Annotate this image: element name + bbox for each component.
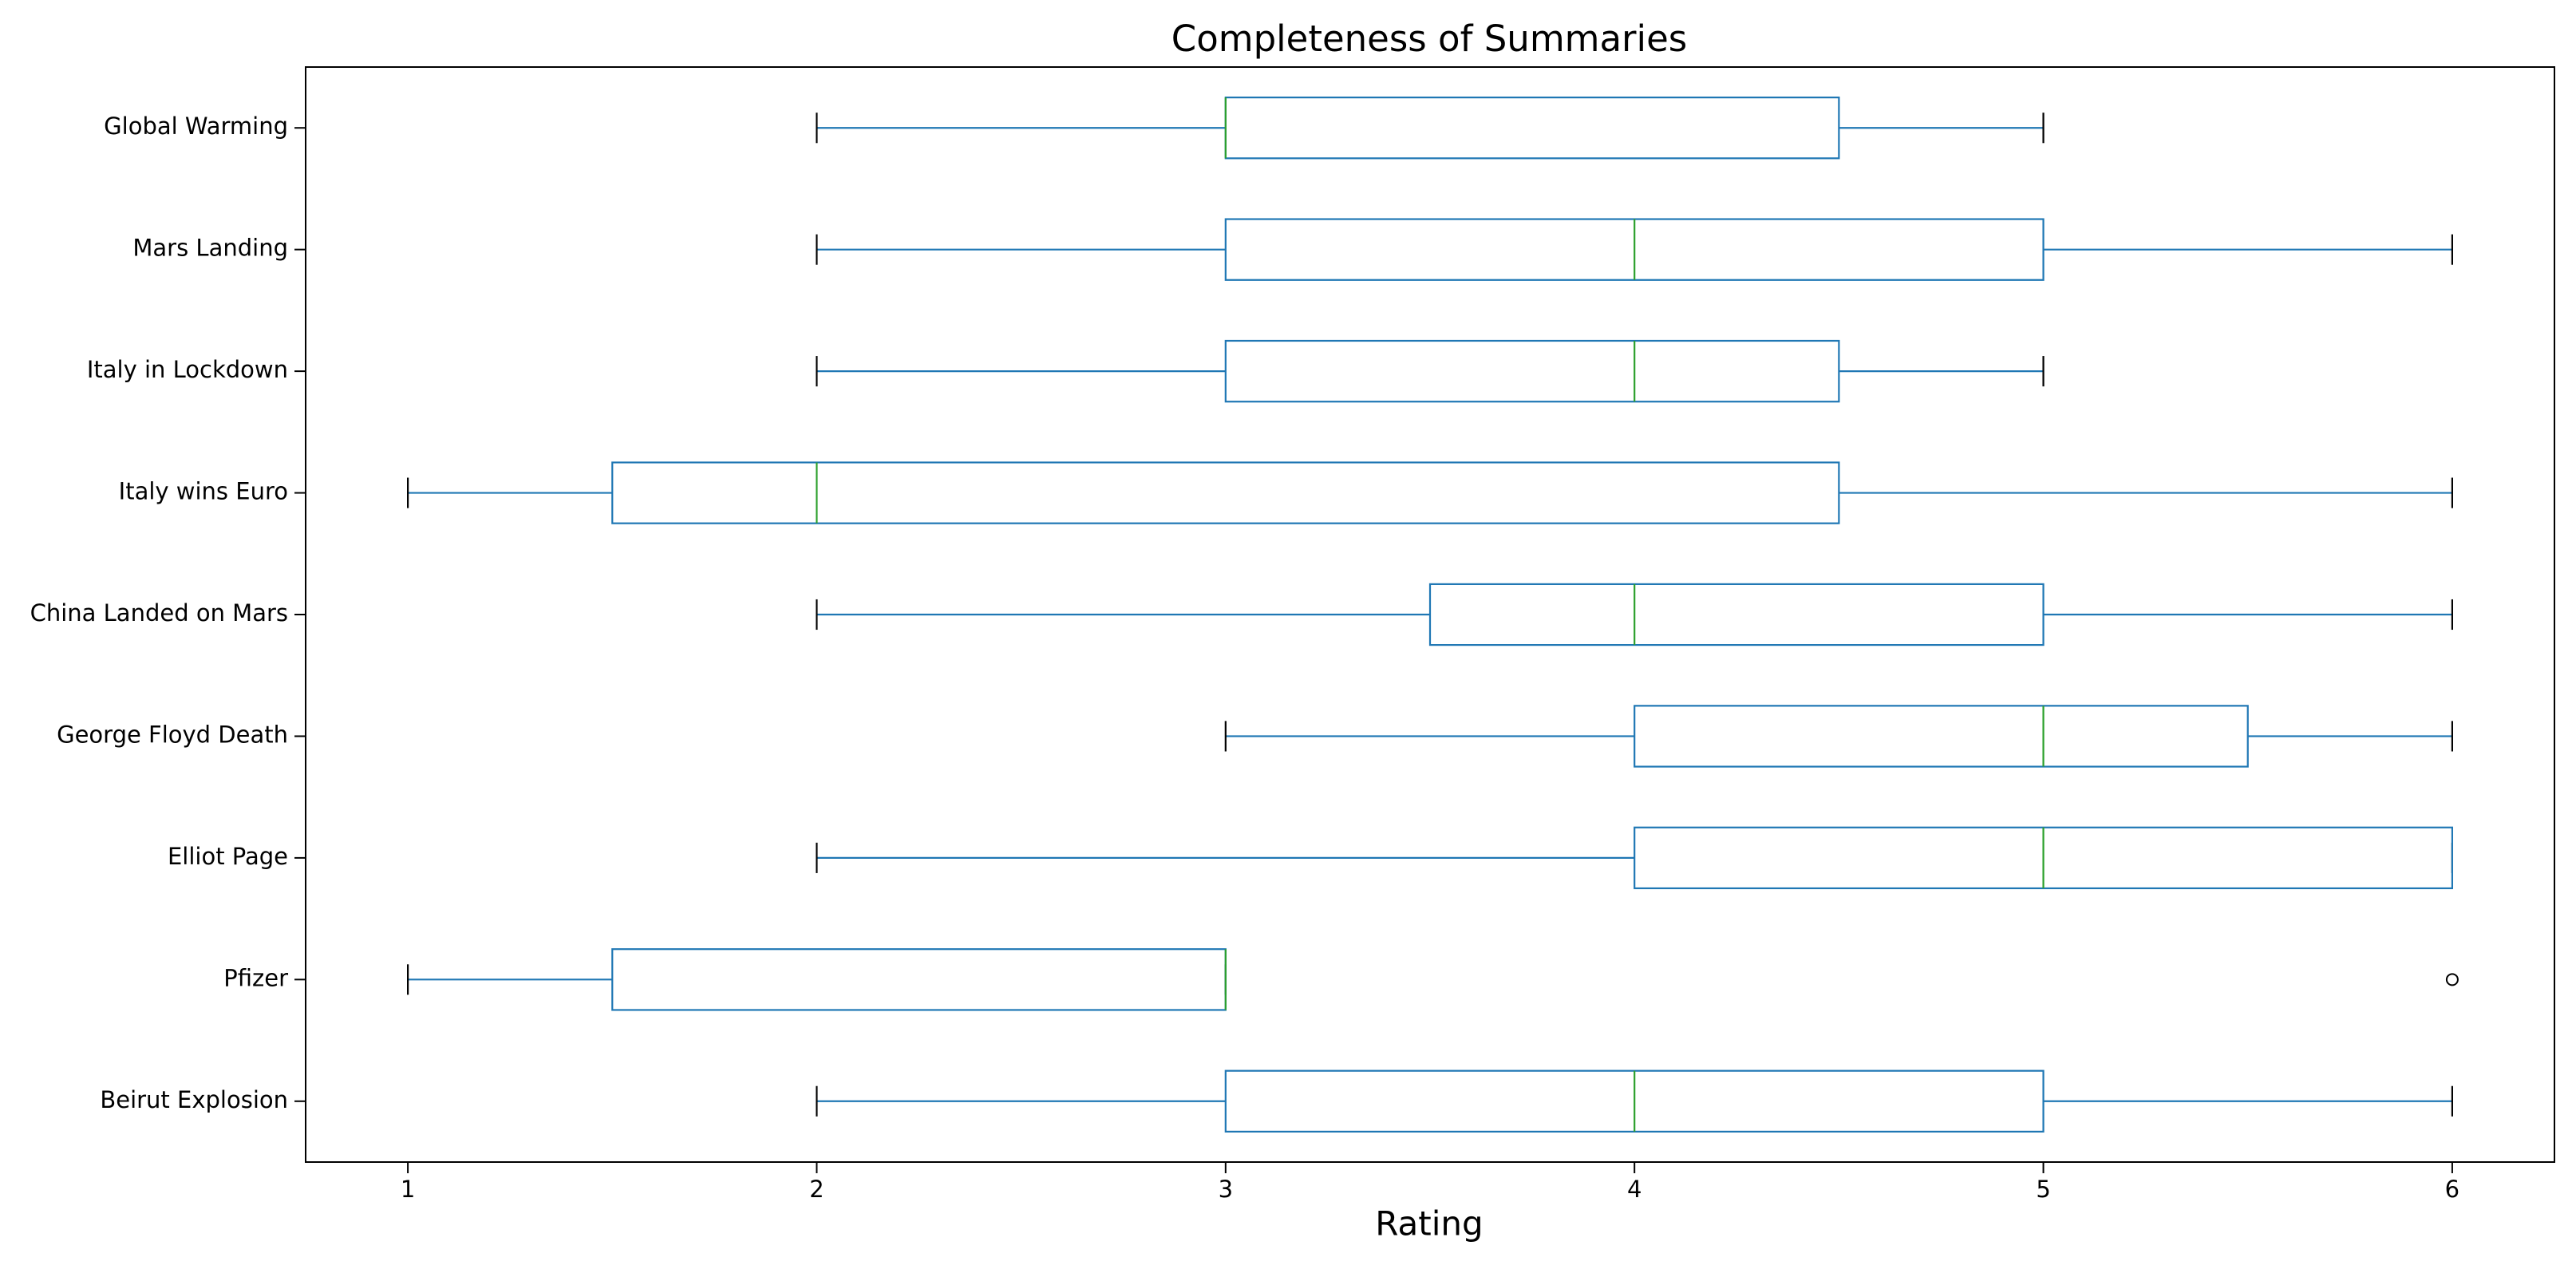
box	[1634, 705, 2249, 768]
x-tick-label: 5	[2036, 1176, 2050, 1203]
y-tick-label: Beirut Explosion	[100, 1086, 288, 1113]
x-tick-label: 1	[401, 1176, 415, 1203]
y-tick-label: Elliot Page	[168, 843, 288, 870]
y-tick-label: George Floyd Death	[57, 721, 288, 748]
y-tick-label: Mars Landing	[132, 235, 288, 262]
x-tick-label: 2	[809, 1176, 824, 1203]
chart-title: Completeness of Summaries	[1171, 18, 1687, 60]
box	[1428, 583, 2045, 646]
y-tick-label: China Landed on Mars	[30, 599, 288, 627]
y-tick-label: Italy in Lockdown	[87, 356, 288, 383]
box	[611, 461, 1840, 524]
y-tick-label: Italy wins Euro	[119, 478, 288, 505]
box	[1224, 339, 1840, 403]
x-tick-label: 6	[2445, 1176, 2459, 1203]
outlier	[2445, 973, 2459, 986]
y-tick-label: Pfizer	[223, 964, 288, 991]
x-axis-label: Rating	[1375, 1204, 1483, 1243]
plot-frame	[305, 66, 2555, 1163]
x-tick-label: 3	[1219, 1176, 1233, 1203]
y-tick-label: Global Warming	[104, 113, 288, 140]
x-tick-label: 4	[1627, 1176, 1642, 1203]
